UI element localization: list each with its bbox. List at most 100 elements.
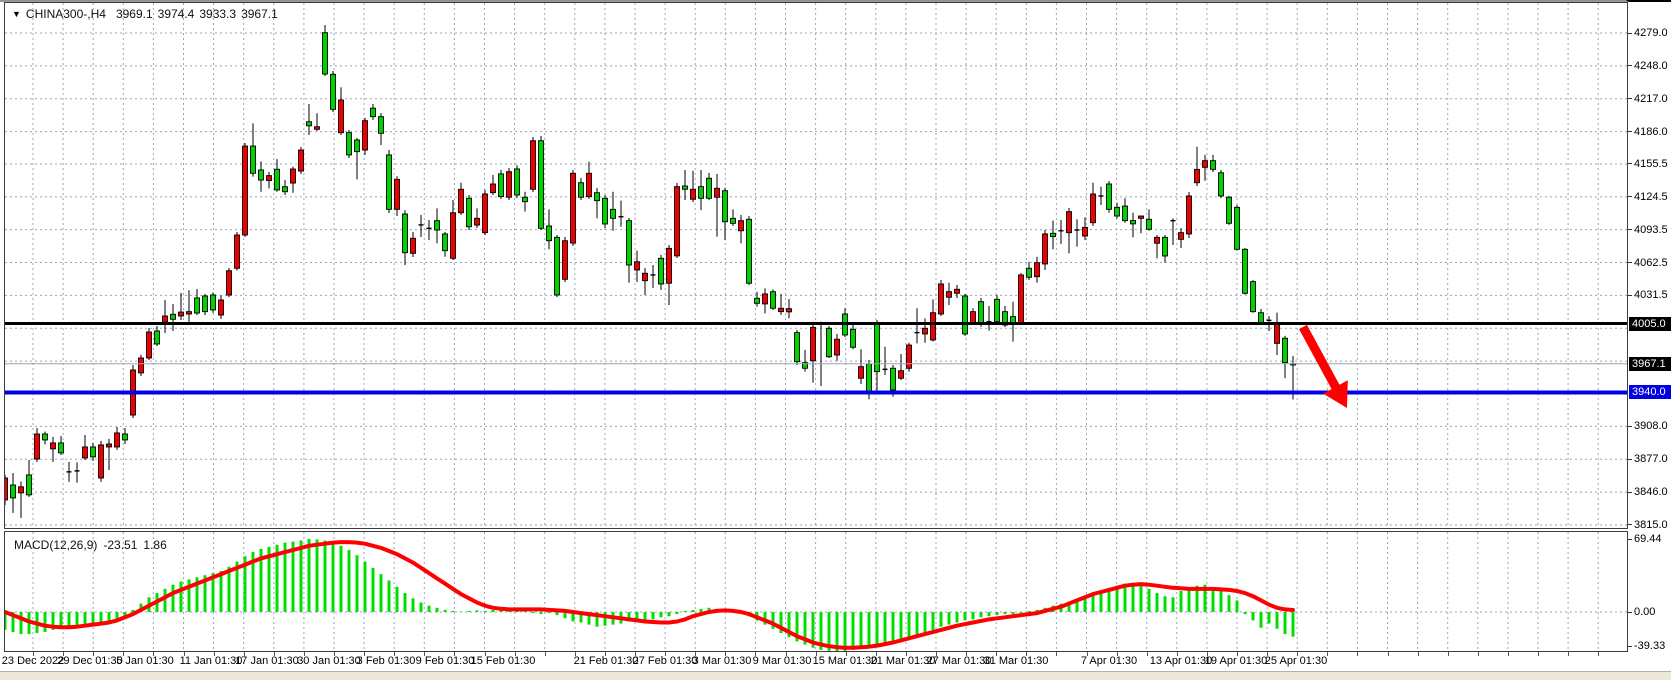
macd-signal-line [4, 540, 1295, 650]
candle-bear [1090, 193, 1096, 224]
trend-arrow[interactable] [1299, 324, 1341, 391]
candle-bull [602, 197, 608, 225]
candle-bear [954, 288, 960, 294]
candle-bear [1018, 274, 1024, 324]
date-tick [1387, 652, 1389, 656]
candle-bull [1114, 206, 1120, 217]
candle-bull [1130, 220, 1136, 225]
candle-bear [570, 172, 576, 244]
date-tick [695, 652, 697, 656]
price-chart[interactable] [4, 2, 1628, 652]
date-tick [785, 652, 787, 656]
candle-bull [706, 177, 712, 199]
price-tick [1628, 524, 1632, 526]
candle-bear [674, 186, 680, 257]
candle-bear [1178, 232, 1184, 240]
date-label: 13 Apr 01:30 [1149, 655, 1213, 667]
price-label: 4031.5 [1634, 289, 1668, 302]
price-tick [1628, 32, 1632, 34]
date-label: 19 Apr 01:30 [1204, 655, 1268, 667]
candle-bear [242, 145, 248, 236]
symbol-dropdown-icon[interactable]: ▼ [12, 9, 21, 19]
date-tick [334, 652, 335, 656]
macd-name: MACD(12,26,9) [14, 538, 98, 552]
date-axis[interactable]: 23 Dec 2022 29 Dec 01:30 5 Jan 01:30 11 Jan… [2, 652, 1628, 672]
candle-bear [82, 446, 88, 459]
candle-bull [730, 217, 736, 224]
date-label: 27 Mar 01:30 [926, 655, 992, 667]
date-tick [1447, 652, 1449, 656]
chart-frame: ▼ CHINA300-,H4 3969.1 3974.4 3933.3 3967.1 MA… [4, 2, 1628, 652]
price-tick [1628, 98, 1632, 100]
price-tick [1628, 229, 1632, 231]
candle-bull [1218, 172, 1224, 197]
date-tick [364, 652, 366, 656]
candle-bull [1226, 196, 1232, 224]
date-tick [1237, 652, 1238, 656]
candle-bull [154, 330, 160, 345]
price-tick [1628, 458, 1632, 460]
date-tick [273, 652, 275, 656]
date-tick [1327, 652, 1329, 656]
price-label: 3877.0 [1634, 453, 1668, 466]
date-tick [153, 652, 155, 656]
price-label: 4155.5 [1634, 157, 1668, 170]
date-tick [243, 652, 245, 656]
date-tick [394, 652, 396, 656]
date-tick [966, 652, 968, 656]
candle-bear [394, 178, 400, 210]
candle-bear [1034, 262, 1040, 278]
candle-bull [1106, 183, 1112, 210]
candle-bull [466, 197, 472, 228]
candle-bull [546, 225, 552, 242]
date-tick [123, 652, 125, 656]
price-tick [1628, 163, 1632, 165]
trend-arrow-head[interactable] [1323, 380, 1348, 408]
date-label: 21 Mar 01:30 [870, 655, 936, 667]
candle-bear [858, 366, 864, 379]
date-label: 15 Feb 01:30 [470, 655, 536, 667]
macd-panel-border [4, 531, 1628, 652]
candle-bull [802, 362, 808, 369]
candle-bull [378, 116, 384, 134]
candle-bear [634, 261, 640, 271]
date-tick [63, 652, 65, 656]
price-tick [1628, 645, 1632, 647]
date-tick [755, 652, 757, 656]
date-tick [1357, 652, 1359, 656]
high-value: 3974.4 [157, 7, 195, 21]
candle-bull [1050, 232, 1056, 238]
price-axis[interactable]: 4279.0 4248.0 4217.0 4186.0 4155.5 4124.5 4093… [1628, 2, 1671, 652]
candle-bull [1282, 337, 1288, 364]
open-value: 3969.1 [115, 7, 153, 21]
candle-bull [514, 168, 520, 196]
price-tick [1628, 294, 1632, 296]
candle-bear [946, 291, 952, 298]
date-tick [665, 652, 667, 656]
date-tick [303, 652, 305, 656]
date-tick [1086, 652, 1088, 656]
candle-bull [402, 213, 408, 254]
candle-bear [1138, 215, 1144, 219]
candle-bull [1162, 236, 1168, 257]
candle-bear [906, 344, 912, 369]
candle-bull [1026, 267, 1032, 278]
candle-bull [1122, 205, 1128, 222]
candle-bear [146, 331, 152, 359]
candle-bull [538, 140, 544, 229]
candle-bull [194, 297, 200, 314]
candle-bull [962, 295, 968, 335]
candle-bear [738, 220, 744, 232]
date-tick [1417, 652, 1419, 656]
candle-bull [874, 322, 880, 373]
chart-title: ▼ CHINA300-,H4 3969.1 3974.4 3933.3 3967.1 [12, 7, 283, 21]
candle-bull [722, 190, 728, 223]
price-badge: 3940.0 [1629, 385, 1671, 400]
date-tick [1507, 652, 1509, 656]
price-label: 4124.5 [1634, 190, 1668, 203]
candle-bull [850, 328, 856, 348]
date-tick [635, 652, 636, 656]
candle-bear [178, 311, 184, 317]
candle-bull [1242, 248, 1248, 294]
